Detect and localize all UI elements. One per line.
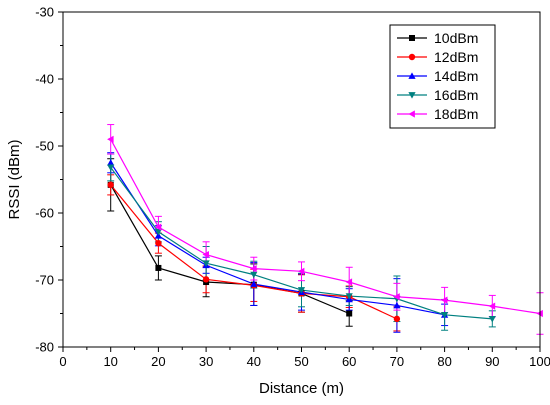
data-point-18dbm (345, 278, 353, 286)
data-point-18dbm (393, 293, 400, 301)
data-point-18dbm (202, 250, 209, 259)
x-tick-label: 100 (529, 354, 550, 369)
data-point-12dbm (107, 181, 114, 189)
legend: 10dBm 12dBm 14dBm 16dBm 18dBm (389, 24, 496, 129)
legend-marker-10dbm (409, 35, 415, 41)
data-point-12dbm (155, 239, 162, 247)
data-point-18dbm (488, 302, 496, 310)
data-point-16dbm (202, 260, 210, 267)
legend-marker-16dbm (408, 92, 416, 99)
data-point-18dbm (250, 265, 257, 273)
x-axis-title: Distance (m) (259, 380, 344, 397)
legend-marker-18dbm (408, 110, 415, 118)
y-tick-label: -70 (35, 273, 54, 288)
x-tick-label: 40 (247, 354, 261, 369)
x-tick-label: 0 (59, 354, 66, 369)
y-tick-label: -60 (35, 206, 54, 221)
data-point-16dbm (488, 315, 496, 323)
y-tick-label: -50 (35, 139, 54, 154)
y-tick-label: -30 (35, 5, 54, 20)
legend-marker-12dbm (408, 53, 416, 61)
y-axis-title: RSSI (dBm) (6, 139, 23, 219)
x-tick-label: 80 (437, 354, 451, 369)
legend-marker-14dbm (408, 72, 416, 79)
data-point-18dbm (297, 267, 305, 275)
x-tick-label: 20 (151, 354, 165, 369)
data-point-18dbm (441, 296, 448, 304)
data-point-16dbm (154, 228, 162, 236)
data-point-14dbm (107, 159, 115, 166)
data-point-18dbm (154, 223, 162, 231)
data-point-14dbm (393, 301, 401, 309)
series-line-14dbm (110, 162, 445, 316)
data-point-16dbm (297, 287, 306, 294)
data-point-16dbm (345, 293, 353, 300)
legend-label-14dbm: 14dBm (434, 68, 478, 84)
data-point-16dbm (441, 311, 449, 319)
x-tick-label: 10 (103, 354, 117, 369)
data-point-14dbm (154, 232, 162, 239)
x-tick-label: 50 (294, 354, 308, 369)
x-tick-label: 30 (199, 354, 213, 369)
data-point-10dbm (346, 310, 353, 317)
data-point-12dbm (202, 276, 210, 283)
y-tick-label: -40 (35, 72, 54, 87)
data-point-16dbm (250, 271, 258, 279)
legend-label-12dbm: 12dBm (434, 49, 478, 65)
data-point-14dbm (250, 280, 258, 287)
x-tick-label: 90 (485, 354, 499, 369)
data-point-12dbm (393, 315, 401, 323)
data-point-16dbm (107, 164, 115, 172)
x-tick-label: 60 (342, 354, 356, 369)
data-point-10dbm (155, 264, 162, 271)
legend-label-16dbm: 16dBm (434, 87, 478, 103)
data-point-18dbm (107, 135, 114, 143)
legend-label-18dbm: 18dBm (434, 106, 478, 122)
x-tick-label: 70 (390, 354, 404, 369)
series-line-10dbm (110, 184, 350, 315)
legend-label-10dbm: 10dBm (434, 30, 478, 46)
series-line-18dbm (110, 139, 541, 315)
y-tick-label: -80 (35, 340, 54, 355)
